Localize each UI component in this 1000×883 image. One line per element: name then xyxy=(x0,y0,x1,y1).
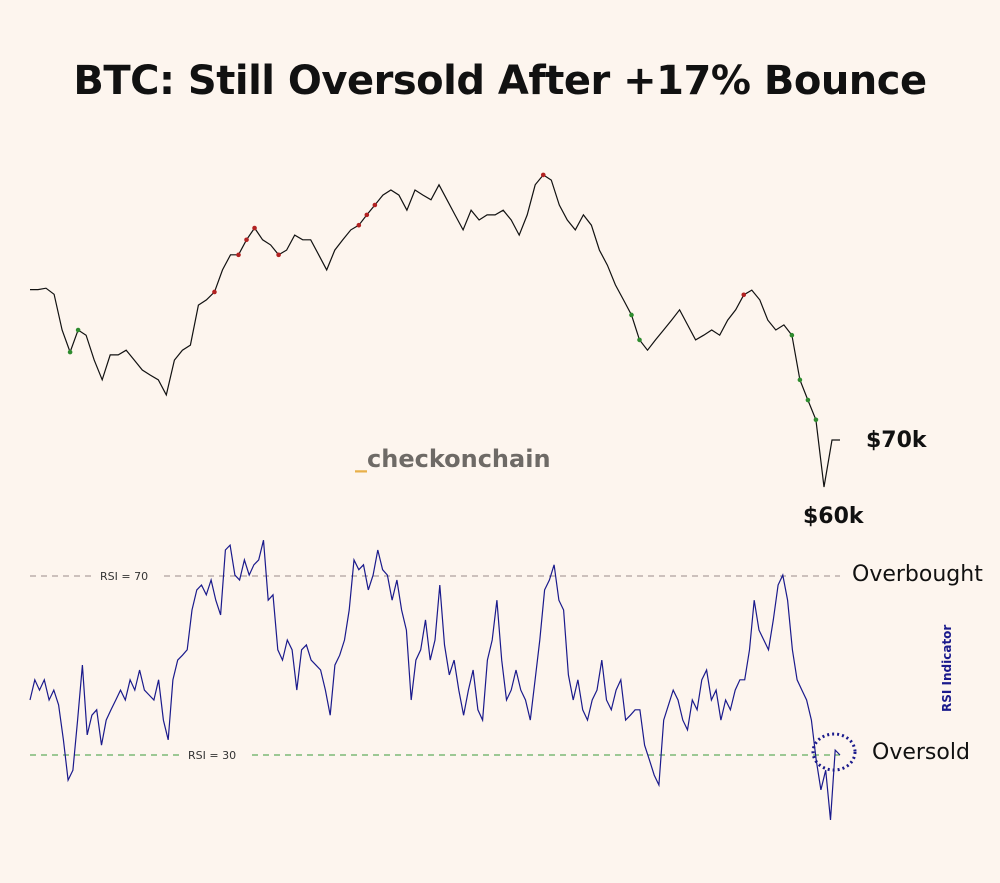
oversold-highlight-circle xyxy=(811,732,857,772)
chart-title: BTC: Still Oversold After +17% Bounce xyxy=(73,58,927,104)
rsi-30-label: RSI = 30 xyxy=(188,749,236,762)
price-series xyxy=(30,172,840,488)
rsi-line xyxy=(29,540,841,820)
overbought-marker xyxy=(356,222,362,228)
oversold-label: Oversold xyxy=(872,740,970,765)
oversold-marker xyxy=(629,312,634,318)
watermark-text: checkonchain xyxy=(367,445,551,473)
oversold-marker xyxy=(75,327,81,333)
rsi-series xyxy=(29,540,841,820)
oversold-marker xyxy=(637,337,642,343)
oversold-marker xyxy=(797,377,803,383)
overbought-marker xyxy=(236,252,241,258)
watermark: _checkonchain xyxy=(355,445,551,473)
oversold-marker xyxy=(789,332,795,338)
rsi-axis-label: RSI Indicator xyxy=(940,625,954,712)
overbought-marker xyxy=(276,252,281,258)
overbought-marker xyxy=(252,225,257,231)
watermark-prefix: _ xyxy=(355,445,367,473)
oversold-marker xyxy=(67,349,73,355)
overbought-marker xyxy=(540,172,546,178)
price-label-60k: $60k xyxy=(803,504,865,529)
price-label-70k: $70k xyxy=(866,428,928,453)
overbought-marker xyxy=(244,237,249,243)
reference-lines: RSI = 70 RSI = 30 xyxy=(30,570,840,762)
overbought-marker xyxy=(741,292,747,298)
overbought-marker xyxy=(372,202,378,208)
rsi-70-label: RSI = 70 xyxy=(100,570,148,583)
overbought-label: Overbought xyxy=(852,562,983,587)
price-line xyxy=(30,174,840,488)
oversold-marker xyxy=(813,417,819,423)
overbought-marker xyxy=(212,289,217,295)
oversold-marker xyxy=(805,397,811,403)
overbought-marker xyxy=(364,212,370,218)
